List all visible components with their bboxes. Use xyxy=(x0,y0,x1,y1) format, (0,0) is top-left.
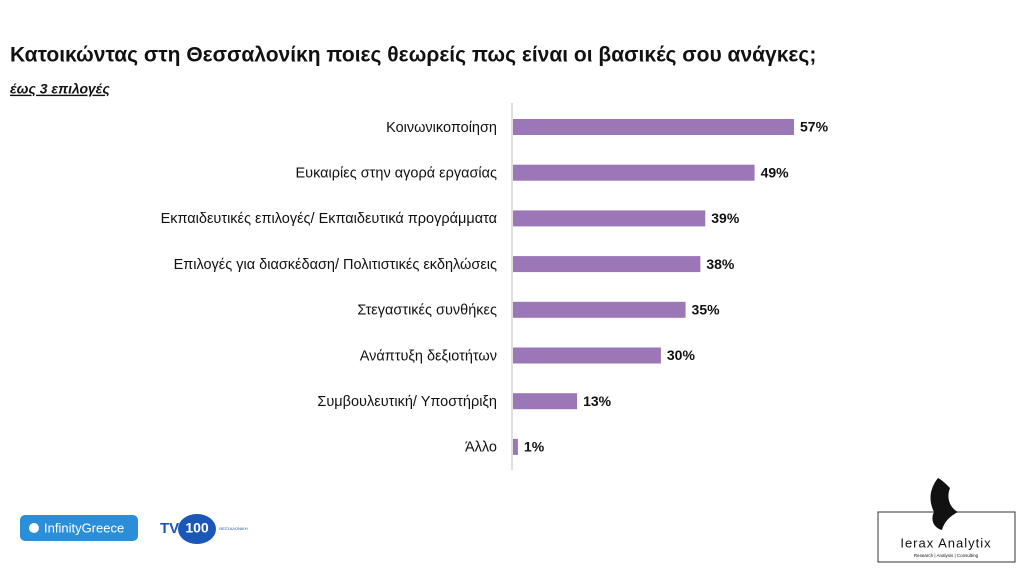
logo-ierax: Ierax Analytix Research | Analysis | Con… xyxy=(877,478,1016,563)
bar xyxy=(513,256,701,273)
category-label: Ανάπτυξη δεξιοτήτων xyxy=(360,348,497,364)
value-label: 35% xyxy=(692,302,721,318)
bar xyxy=(513,210,706,227)
logo-bird xyxy=(930,478,958,530)
category-label: Επιλογές για διασκέδαση/ Πολιτιστικές εκ… xyxy=(174,257,497,273)
logo-dot xyxy=(29,523,39,533)
value-label: 30% xyxy=(667,347,696,363)
logo-text: Ierax Analytix xyxy=(900,535,991,550)
value-label: 1% xyxy=(524,439,545,455)
chart-title: Κατοικώντας στη Θεσσαλονίκη ποιες θεωρεί… xyxy=(10,44,816,67)
category-label: Κοινωνικοποίηση xyxy=(386,120,497,136)
value-label: 57% xyxy=(800,119,829,135)
category-label: Ευκαιρίες στην αγορά εργασίας xyxy=(296,166,498,182)
bar xyxy=(513,301,686,318)
subtitle: έως 3 επιλογές xyxy=(10,81,110,97)
logo-tv100: TV 100 ΘΕΣΣΑΛΟΝΙΚΗ xyxy=(160,514,248,544)
bar xyxy=(513,438,518,455)
logo-bg xyxy=(20,515,138,541)
bar xyxy=(513,164,755,181)
category-label: Εκπαιδευτικές επιλογές/ Εκπαιδευτικά προ… xyxy=(161,211,497,227)
category-label: Άλλο xyxy=(465,440,497,456)
logo-text: 100 xyxy=(185,520,209,536)
logo-sub: Research | Analysis | Consulting xyxy=(914,553,979,558)
logo-text: InfinityGreece xyxy=(44,520,124,535)
category-label: Συμβουλευτική/ Υποστήριξη xyxy=(317,394,497,410)
bar xyxy=(513,347,661,364)
value-label: 49% xyxy=(761,164,790,180)
value-label: 38% xyxy=(706,256,735,272)
category-label: Στεγαστικές συνθήκες xyxy=(357,303,497,319)
logo-badge xyxy=(178,514,216,544)
logo-sub: ΘΕΣΣΑΛΟΝΙΚΗ xyxy=(219,526,248,531)
value-label: 39% xyxy=(711,210,740,226)
value-label: 13% xyxy=(583,393,612,409)
logo-text: TV xyxy=(160,520,179,537)
logo-infinity: InfinityGreece xyxy=(20,515,138,541)
bar xyxy=(513,393,578,410)
bar xyxy=(513,119,795,135)
